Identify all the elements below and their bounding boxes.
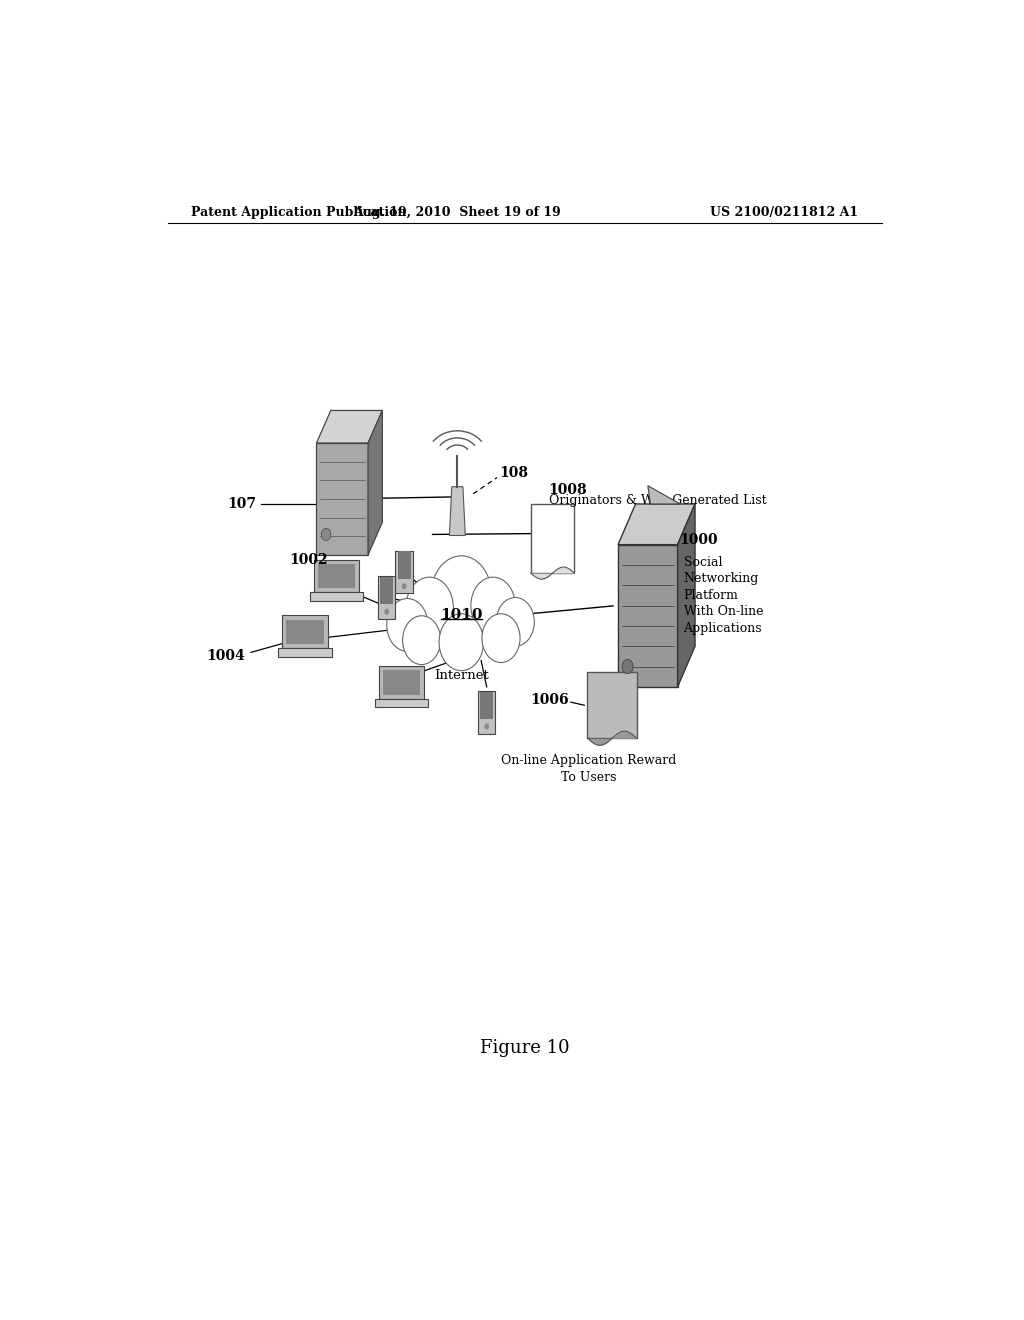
- Text: 1006: 1006: [529, 693, 568, 708]
- Circle shape: [401, 583, 407, 589]
- Circle shape: [402, 615, 440, 664]
- Circle shape: [471, 577, 515, 634]
- Text: 1004: 1004: [207, 649, 246, 664]
- Polygon shape: [618, 504, 695, 545]
- Bar: [310, 593, 364, 601]
- Circle shape: [497, 598, 535, 647]
- Bar: [375, 700, 428, 708]
- Circle shape: [482, 614, 520, 663]
- Bar: [279, 648, 332, 656]
- Text: Internet: Internet: [434, 669, 488, 682]
- Bar: [530, 504, 574, 573]
- Circle shape: [406, 577, 454, 638]
- Text: US 2100/0211812 A1: US 2100/0211812 A1: [710, 206, 858, 219]
- Text: 1002: 1002: [290, 553, 328, 566]
- Bar: [478, 692, 496, 734]
- Text: Aug. 19, 2010  Sheet 19 of 19: Aug. 19, 2010 Sheet 19 of 19: [353, 206, 561, 219]
- Polygon shape: [450, 487, 465, 536]
- Bar: [395, 550, 413, 593]
- Polygon shape: [368, 411, 382, 554]
- Circle shape: [387, 598, 428, 651]
- Bar: [588, 672, 637, 738]
- Circle shape: [384, 609, 389, 615]
- Text: Originators & Whs Generated List: Originators & Whs Generated List: [549, 495, 766, 507]
- Text: 108: 108: [500, 466, 528, 480]
- Polygon shape: [678, 504, 695, 686]
- Text: Patent Application Publication: Patent Application Publication: [191, 206, 407, 219]
- Text: 107: 107: [227, 496, 257, 511]
- Bar: [283, 615, 328, 648]
- Text: Figure 10: Figure 10: [480, 1039, 569, 1057]
- Bar: [480, 692, 494, 719]
- Bar: [397, 552, 411, 579]
- Bar: [379, 667, 424, 700]
- Circle shape: [322, 528, 331, 541]
- Bar: [316, 444, 368, 554]
- Text: 1008: 1008: [549, 483, 587, 496]
- Bar: [314, 560, 359, 593]
- Bar: [287, 619, 324, 644]
- Circle shape: [484, 723, 489, 730]
- Text: 1010: 1010: [440, 607, 482, 622]
- Text: On-line Application Reward
To Users: On-line Application Reward To Users: [501, 754, 676, 784]
- Bar: [318, 564, 355, 589]
- Polygon shape: [316, 411, 382, 444]
- Text: 1000: 1000: [680, 532, 718, 546]
- Circle shape: [431, 556, 492, 634]
- Bar: [378, 577, 395, 619]
- Circle shape: [439, 614, 483, 671]
- Text: Social
Networking
Platform
With On-line
Applications: Social Networking Platform With On-line …: [684, 556, 763, 635]
- Polygon shape: [648, 486, 680, 504]
- Bar: [383, 671, 421, 696]
- Circle shape: [622, 660, 633, 673]
- Bar: [618, 545, 678, 686]
- Bar: [380, 577, 393, 605]
